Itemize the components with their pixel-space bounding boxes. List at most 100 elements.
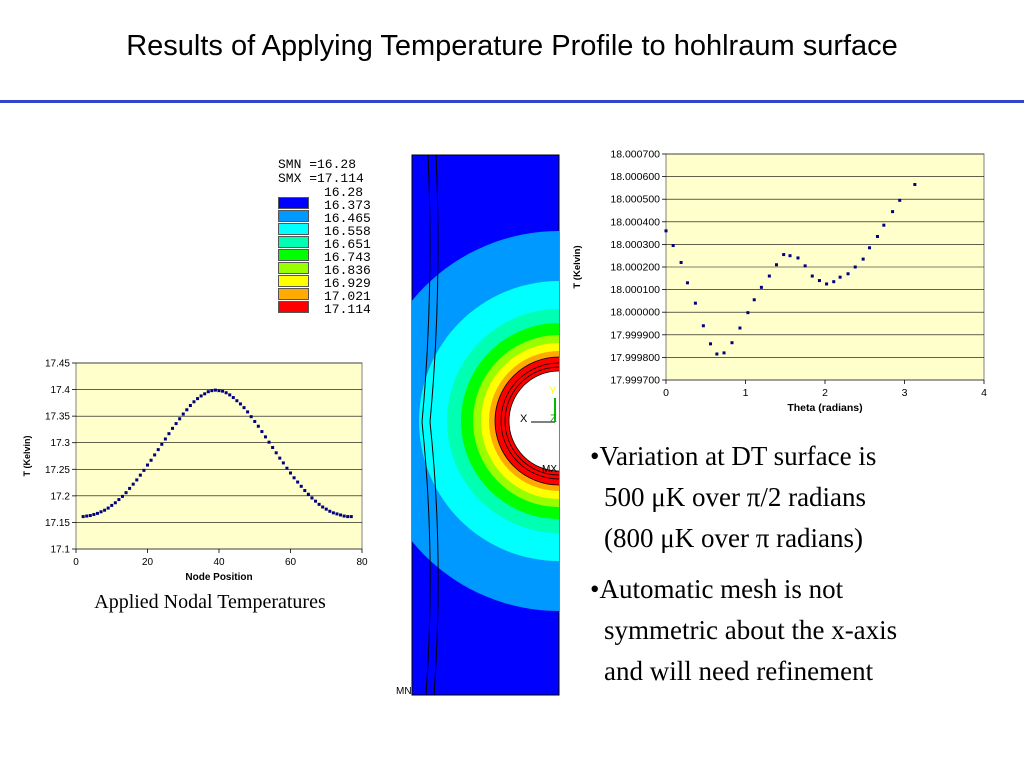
data-point	[788, 254, 792, 258]
data-point	[228, 393, 232, 397]
data-point	[271, 445, 275, 449]
bullet-line: and will need refinement	[604, 656, 874, 686]
x-tick-label: 4	[981, 387, 987, 399]
data-point	[913, 183, 917, 187]
data-point	[253, 419, 257, 423]
data-point	[171, 426, 175, 430]
data-point	[685, 281, 689, 285]
data-point	[759, 285, 763, 289]
legend-value: 16.929	[324, 276, 371, 291]
legend-swatch	[278, 249, 309, 261]
contour-outline	[494, 356, 559, 486]
y-tick-label: 18.000100	[610, 284, 660, 296]
legend-value: 16.28	[324, 185, 364, 200]
legend-value: 16.373	[324, 198, 371, 213]
cavity-outline	[508, 370, 559, 472]
triad-y-label: Y	[549, 385, 557, 397]
contour-legend: SMN =16.28 SMX =17.114 16.28 16.373 16.4…	[276, 158, 394, 330]
bullet-line: •Automatic mesh is not	[590, 574, 844, 604]
min-marker: MN	[396, 686, 412, 696]
data-point	[185, 408, 189, 412]
data-point	[231, 396, 235, 400]
data-point	[174, 422, 178, 426]
data-point	[210, 389, 214, 393]
x-tick-label: 0	[663, 387, 669, 399]
x-tick-label: 60	[285, 557, 297, 568]
data-point	[303, 489, 307, 493]
y-tick-label: 17.3	[51, 438, 71, 449]
data-point	[163, 437, 167, 441]
data-point	[289, 471, 292, 475]
data-point	[146, 463, 149, 467]
data-point	[782, 253, 786, 257]
data-point	[891, 210, 895, 214]
title-divider	[0, 100, 1024, 103]
data-point	[242, 406, 246, 410]
y-tick-label: 18.000300	[610, 239, 660, 251]
data-point	[868, 246, 872, 250]
x-tick-label: 80	[356, 557, 368, 568]
data-point	[664, 229, 668, 233]
data-point	[138, 473, 142, 477]
data-point	[339, 513, 343, 517]
data-point	[135, 478, 139, 482]
data-point	[775, 263, 779, 267]
data-point	[875, 234, 879, 238]
x-tick-label: 40	[213, 557, 225, 568]
y-tick-label: 17.999700	[610, 375, 660, 387]
data-point	[738, 326, 742, 330]
y-tick-label: 17.35	[45, 412, 70, 423]
data-point	[832, 280, 836, 284]
data-point	[260, 430, 264, 434]
data-point	[285, 466, 289, 470]
data-point	[81, 515, 85, 519]
bullet-item: •Variation at DT surface is 500 μK over …	[590, 436, 1010, 559]
data-point	[99, 510, 103, 514]
data-point	[110, 503, 114, 507]
bullet-item: •Automatic mesh is not symmetric about t…	[590, 569, 1010, 692]
legend-value: 17.021	[324, 289, 371, 304]
legend-value: 16.465	[324, 211, 371, 226]
data-point	[106, 506, 110, 510]
bullet-line: (800 μK over π radians)	[604, 523, 864, 553]
y-tick-label: 17.1	[51, 545, 71, 556]
legend-swatch	[278, 288, 309, 300]
legend-value: 17.114	[324, 302, 371, 317]
data-point	[217, 389, 221, 393]
data-point	[693, 301, 697, 305]
data-point	[335, 512, 339, 516]
data-point	[310, 496, 314, 500]
boundary-line	[429, 155, 439, 695]
y-tick-label: 18.000600	[610, 171, 660, 183]
data-point	[317, 502, 321, 506]
data-point	[314, 499, 318, 503]
legend-value: 16.558	[324, 224, 371, 239]
contour-outline	[500, 362, 559, 480]
legend-swatch	[278, 236, 309, 248]
contour-outline	[504, 366, 559, 476]
legend-swatch	[278, 262, 309, 274]
data-point	[246, 410, 250, 414]
data-point	[796, 256, 800, 260]
data-point	[95, 511, 99, 515]
data-point	[103, 508, 107, 512]
y-tick-label: 18.000000	[610, 307, 660, 319]
y-tick-label: 17.45	[45, 359, 70, 370]
max-marker: MX	[542, 464, 557, 475]
legend-smn: SMN =16.28	[278, 157, 357, 172]
data-point	[113, 501, 117, 505]
data-point	[752, 298, 756, 302]
x-axis-label: Theta (radians)	[787, 402, 862, 414]
y-tick-label: 17.15	[45, 518, 70, 529]
chart-caption: Applied Nodal Temperatures	[94, 591, 326, 613]
data-point	[679, 260, 683, 264]
data-point	[281, 461, 285, 465]
y-axis-label: T (Kelvin)	[22, 435, 32, 476]
y-tick-label: 18.000400	[610, 216, 660, 228]
data-point	[671, 244, 675, 248]
data-point	[342, 514, 346, 518]
slide-title: Results of Applying Temperature Profile …	[126, 30, 898, 62]
data-point	[131, 482, 135, 486]
data-point	[328, 509, 332, 513]
y-tick-label: 17.25	[45, 465, 70, 476]
